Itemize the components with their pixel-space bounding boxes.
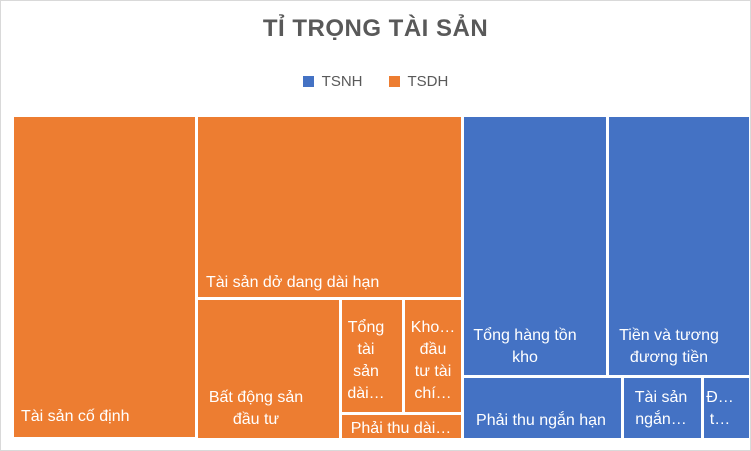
treemap-tile-label: Kho… đầu tư tài chí… — [411, 319, 455, 402]
treemap-tile-label: Phải thu dài… — [351, 420, 452, 437]
treemap-tile-label: Tài sản ngắn… — [635, 389, 687, 428]
treemap-tile — [342, 300, 402, 412]
treemap-tile — [405, 300, 461, 412]
legend-item-tsnh: TSNH — [302, 73, 363, 90]
treemap-tile — [198, 300, 339, 438]
treemap-tile-label: Tài sản dở dang dài hạn — [206, 274, 379, 291]
treemap-tile — [704, 378, 749, 438]
treemap-tile-label: Tổng tài sản dài… — [347, 318, 384, 402]
chart-title: TỈ TRỌNG TÀI SẢN — [262, 15, 489, 42]
treemap-tile-label: Tổng hàng tồn kho — [473, 326, 576, 366]
legend-swatch-tsnh — [302, 76, 314, 87]
treemap-tile-label: Đ… t… — [706, 389, 734, 428]
treemap-tile — [609, 117, 749, 375]
treemap-tile — [624, 378, 701, 438]
treemap-tile — [14, 117, 195, 437]
treemap-tile — [464, 117, 606, 375]
treemap-tile-label: Phải thu ngắn hạn — [476, 410, 606, 429]
treemap-group-tsnh: Tổng hàng tồn kho Tiền và tương đương tiền P… — [464, 117, 749, 438]
treemap-tile — [464, 378, 621, 438]
legend-item-tsdh: TSDH — [388, 73, 449, 90]
treemap-tile-label: Tiền và tương đương tiền — [619, 327, 719, 366]
treemap-tile — [198, 117, 461, 297]
treemap-tile-label: Tài sản cố định — [21, 408, 130, 425]
treemap-tile — [342, 415, 461, 438]
legend-swatch-tsdh — [388, 76, 400, 87]
legend: TSNH TSDH — [1, 73, 750, 90]
legend-label-tsdh: TSDH — [407, 73, 449, 90]
treemap-group-tsdh: Tài sản cố định Tài sản dở dang dài hạn Bấ… — [14, 117, 461, 438]
legend-label-tsnh: TSNH — [321, 73, 363, 90]
treemap-tile-label: Bất động sản đầu tư — [209, 389, 303, 428]
